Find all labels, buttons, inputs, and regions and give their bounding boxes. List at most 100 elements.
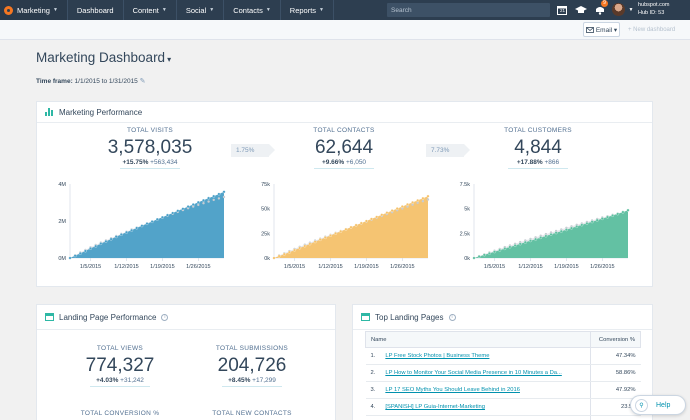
data-point-current: [114, 235, 118, 239]
data-point-current: [380, 213, 384, 217]
data-point-current: [580, 223, 584, 227]
data-point-current: [344, 227, 348, 231]
search-icon: ⚲: [635, 398, 648, 412]
data-point-current: [385, 211, 389, 215]
nav-item-reports[interactable]: Reports ▼: [279, 0, 334, 20]
chevron-down-icon[interactable]: ▼: [628, 7, 634, 13]
data-point-current: [282, 252, 286, 256]
metric-underline: [90, 386, 150, 387]
metric-value: 4,844: [514, 137, 562, 158]
search-input[interactable]: [387, 3, 550, 17]
help-button[interactable]: ⚲ Help: [630, 395, 686, 415]
data-point-current: [626, 208, 630, 212]
data-point-current: [570, 226, 573, 230]
series-area-current: [274, 196, 428, 258]
chevron-down-icon: ▼: [319, 7, 324, 13]
page-name-link[interactable]: LP 17 SEO Myths You Should Leave Behind …: [385, 387, 520, 393]
data-point-current: [217, 192, 221, 196]
info-icon[interactable]: i: [161, 313, 169, 321]
column-header-name[interactable]: Name: [364, 331, 592, 348]
metric-total-customers: TOTAL CUSTOMERS 4,844 +17.88% +866: [478, 127, 598, 169]
calendar-day: 21: [559, 8, 565, 13]
nav-item-dashboard[interactable]: Dashboard: [66, 0, 123, 20]
data-point-current: [549, 232, 553, 236]
y-tick-label: 25k: [261, 231, 270, 237]
table-row: 2. LP How to Monitor Your Social Media P…: [365, 364, 641, 382]
data-point-current: [564, 228, 568, 232]
card-title: Landing Page Performance: [59, 312, 157, 322]
data-point-current: [621, 210, 625, 214]
data-point-current: [575, 225, 579, 228]
nav-item-label: Dashboard: [76, 5, 114, 15]
data-point-previous: [222, 195, 226, 199]
nav-item-content[interactable]: Content ▼: [122, 0, 176, 20]
calendar-icon[interactable]: [556, 3, 568, 17]
data-point-current: [477, 255, 481, 258]
data-point-current: [406, 202, 409, 206]
brand-marketing-menu[interactable]: Marketing ▼: [0, 0, 67, 20]
data-point-current: [426, 194, 430, 198]
conversion-cell: 58.86%: [590, 364, 641, 382]
nav-item-contacts[interactable]: Contacts ▼: [223, 0, 280, 20]
metric-change-percent: +9.66%: [321, 159, 345, 166]
contacts-area-chart: 0k 25k 50k 75k 1/5/2015 1/12/2015 1/19/2015 1/2…: [261, 182, 430, 270]
card-title: Top Landing Pages: [375, 312, 444, 322]
page-title-text: Marketing Dashboard: [36, 50, 166, 65]
chevron-down-icon: ▼: [52, 7, 58, 13]
metric-change-delta: +17,299: [252, 377, 276, 384]
metric-label: TOTAL VISITS: [126, 127, 174, 134]
data-point-current: [176, 209, 180, 213]
metric-change: +15.75% +563,434: [90, 159, 210, 166]
y-tick-label: 5k: [464, 207, 470, 213]
dashboard-toolbar: [0, 20, 690, 40]
metric-change: +4.03% +31,242: [60, 377, 180, 384]
data-point-current: [370, 217, 373, 221]
data-point-previous: [401, 207, 404, 210]
info-icon[interactable]: i: [448, 313, 456, 321]
landing-page-performance-card: Landing Page Performance i: [36, 304, 336, 420]
data-point-current: [416, 198, 420, 202]
data-point-current: [313, 240, 317, 244]
metric-label-total-conversion: TOTAL CONVERSION %: [80, 410, 160, 417]
metric-change: +17.88% +866: [478, 159, 598, 166]
nav-item-social[interactable]: Social ▼: [175, 0, 223, 20]
conversion-rate-value: 7.73%: [431, 147, 450, 154]
data-point-current: [595, 218, 599, 222]
data-point-current: [130, 228, 134, 232]
data-point-current: [498, 248, 502, 252]
pencil-icon[interactable]: ✎: [139, 78, 146, 85]
new-dashboard-button[interactable]: + New dashboard: [628, 26, 676, 33]
data-point-current: [518, 242, 522, 246]
table-row: 1. LP Free Stock Photos | Business Theme…: [365, 347, 641, 365]
academy-icon[interactable]: [574, 3, 588, 17]
data-point-current: [222, 190, 226, 194]
page-name-link[interactable]: LP Free Stock Photos | Business Theme: [385, 353, 490, 359]
data-point-current: [554, 231, 558, 235]
data-point-current: [89, 246, 92, 250]
x-tick-label: 1/19/2015: [554, 264, 578, 270]
data-point-current: [616, 212, 620, 216]
account-info[interactable]: hubspot.com Hub ID: 53: [638, 2, 670, 17]
data-point-previous: [212, 198, 215, 202]
data-point-current: [207, 196, 211, 200]
column-header-conversion[interactable]: Conversion %: [590, 331, 641, 348]
data-point-current: [544, 234, 548, 238]
conversion-cell: 23.57: [590, 398, 641, 416]
card-header: Top Landing Pages i: [353, 305, 652, 330]
page-name-link[interactable]: [SPANISH] LP Guia-Internet-Marketing: [385, 404, 486, 410]
data-point-current: [196, 200, 200, 204]
email-dropdown-button[interactable]: Email ▾: [583, 22, 620, 37]
time-frame: Time frame: 1/1/2015 to 1/31/2015 ✎: [36, 77, 146, 85]
data-point-previous: [197, 203, 200, 207]
notifications-icon[interactable]: [594, 3, 606, 17]
page-name-link[interactable]: LP How to Monitor Your Social Media Pres…: [385, 370, 562, 376]
metric-label: TOTAL CUSTOMERS: [504, 127, 572, 134]
data-point-current: [140, 224, 144, 228]
card-title: Marketing Performance: [59, 107, 143, 117]
data-point-current: [125, 230, 128, 234]
avatar[interactable]: [612, 3, 625, 16]
card-header: Marketing Performance: [37, 102, 652, 123]
data-point-current: [411, 200, 415, 204]
page-title[interactable]: Marketing Dashboard ▾: [36, 50, 171, 65]
data-point-current: [529, 239, 532, 243]
